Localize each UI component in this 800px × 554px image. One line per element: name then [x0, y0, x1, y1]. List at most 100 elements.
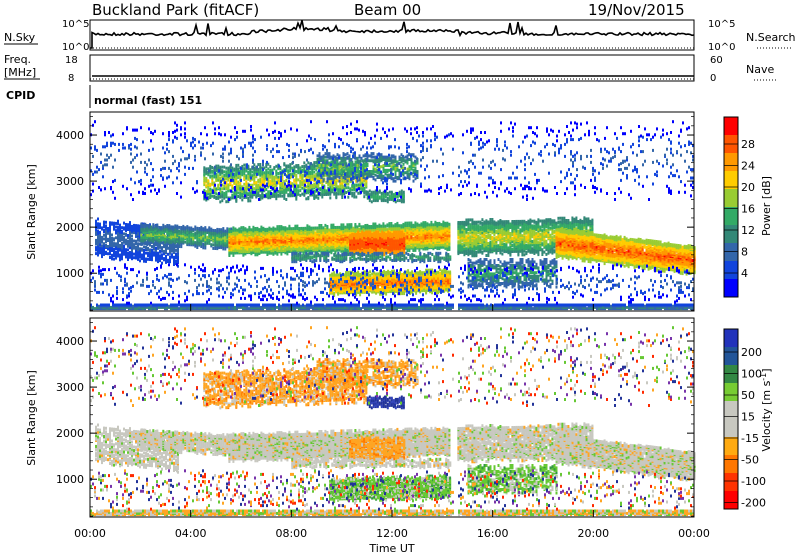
power-cell	[510, 304, 512, 307]
power-cell	[286, 227, 288, 230]
power-cell	[442, 304, 444, 307]
power-cell	[416, 223, 418, 226]
freq-tick-bottom: 8	[68, 73, 74, 84]
power-cell	[610, 305, 612, 308]
power-cell	[462, 304, 464, 307]
power-cell	[308, 304, 310, 307]
power-cell	[596, 304, 598, 307]
power-cell	[107, 238, 109, 241]
power-cell	[422, 304, 424, 307]
power-cell	[564, 304, 566, 307]
power-cell	[306, 304, 308, 307]
power-cell	[129, 221, 131, 224]
power-cell	[560, 304, 562, 307]
power-cell	[432, 223, 434, 226]
power-cell	[224, 304, 226, 307]
power-cell	[474, 304, 476, 307]
power-cell	[172, 226, 174, 229]
power-cell	[232, 304, 234, 307]
nave-tick-bottom: 0	[710, 73, 716, 84]
power-cell	[105, 221, 107, 224]
power-cell	[115, 226, 117, 229]
power-cell	[422, 221, 424, 224]
power-cell	[158, 226, 160, 229]
power-cell	[302, 227, 304, 230]
power-cell	[380, 304, 382, 307]
power-cell	[218, 228, 220, 231]
power-cell	[363, 232, 365, 235]
power-cell	[384, 225, 386, 228]
power-cell	[158, 304, 160, 307]
power-cell	[470, 304, 472, 307]
power-cell	[448, 223, 450, 226]
power-cell	[676, 304, 678, 307]
power-cell	[178, 230, 180, 233]
power-cell	[220, 228, 222, 231]
power-cell	[434, 304, 436, 307]
power-cell	[111, 222, 113, 225]
power-cell	[382, 304, 384, 307]
power-cell	[432, 305, 434, 308]
power-cell	[98, 305, 100, 308]
power-cell	[115, 236, 117, 239]
power-cell	[296, 225, 298, 228]
nsearch-tick-top: 10^5	[708, 19, 735, 30]
power-cell	[412, 237, 414, 240]
power-cell	[175, 253, 177, 256]
power-cell	[358, 223, 360, 226]
power-cell	[127, 248, 129, 251]
power-cell	[538, 304, 540, 307]
power-cell	[308, 226, 310, 229]
power-cell	[554, 304, 556, 307]
power-cell	[149, 248, 151, 251]
power-cell	[300, 227, 302, 230]
power-cell	[133, 243, 135, 246]
power-cell	[119, 254, 121, 257]
power-cell	[370, 304, 372, 307]
power-cell	[192, 228, 194, 231]
power-cell	[106, 304, 108, 307]
power-cell	[186, 225, 188, 228]
power-cell	[428, 304, 430, 307]
power-cell	[424, 221, 426, 224]
power-cell	[218, 304, 220, 307]
power-cell	[528, 304, 530, 307]
power-cell	[250, 228, 252, 231]
power-cell	[155, 247, 157, 250]
power-cell	[188, 304, 190, 307]
power-cell	[524, 304, 526, 307]
power-cell	[145, 252, 147, 255]
power-cell	[208, 226, 210, 229]
power-cell	[132, 305, 134, 308]
power-cell	[326, 304, 328, 307]
power-cell	[117, 220, 119, 223]
power-cell	[175, 249, 177, 252]
power-cell	[142, 236, 144, 239]
power-cell	[316, 227, 318, 230]
power-cell	[318, 304, 320, 307]
power-cell	[121, 242, 123, 245]
power-cell	[161, 246, 163, 249]
power-cell	[424, 304, 426, 307]
power-cell	[192, 233, 194, 236]
power-cell	[216, 304, 218, 307]
power-cell	[334, 226, 336, 229]
power-cell	[127, 240, 129, 243]
power-cell	[178, 307, 180, 310]
power-cell	[164, 235, 166, 238]
power-cell	[434, 221, 436, 224]
power-cell	[97, 222, 99, 225]
power-cell	[314, 304, 316, 307]
power-cell	[96, 304, 98, 307]
power-cell	[103, 242, 105, 245]
power-cell	[214, 304, 216, 307]
power-cell	[194, 241, 196, 244]
power-cell	[658, 304, 660, 307]
power-cell	[151, 245, 153, 248]
power-cell	[330, 304, 332, 307]
power-cell	[486, 304, 488, 307]
power-cell	[282, 226, 284, 229]
power-cell	[351, 233, 353, 236]
power-cell	[123, 236, 125, 239]
power-cell	[606, 304, 608, 307]
